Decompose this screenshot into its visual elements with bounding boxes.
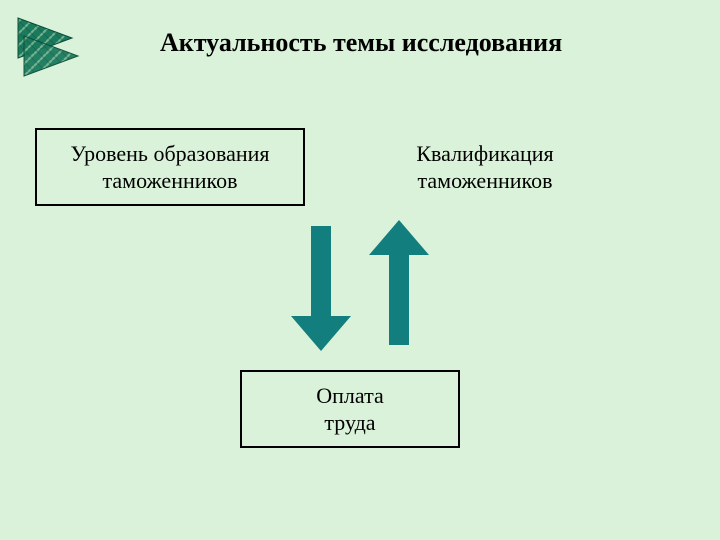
up-down-arrows-icon — [280, 218, 440, 364]
triangle-bullet-icon — [10, 12, 90, 92]
box-payment: Оплататруда — [240, 370, 460, 448]
slide-title: Актуальность темы исследования — [160, 28, 562, 58]
box-qualification: Квалификациятаможенников — [350, 128, 620, 206]
slide: Актуальность темы исследования Уровень о… — [0, 0, 720, 540]
box-education-level: Уровень образованиятаможенников — [35, 128, 305, 206]
box-qualification-label: Квалификациятаможенников — [416, 140, 553, 195]
box-education-level-label: Уровень образованиятаможенников — [70, 140, 269, 195]
box-payment-label: Оплататруда — [316, 382, 383, 437]
